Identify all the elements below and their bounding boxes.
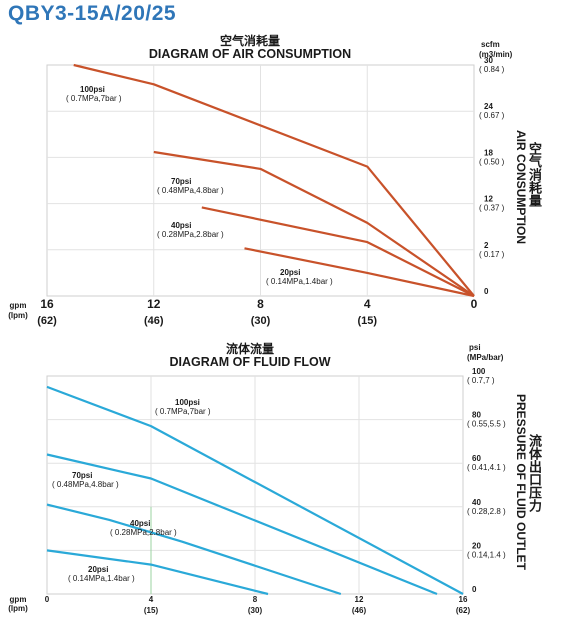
fluid-series-sublabel-70psi: ( 0.48MPa,4.8bar ) bbox=[52, 480, 119, 489]
fluid-yunit-sub: (MPa/bar) bbox=[467, 353, 504, 362]
fluid-ytick-sublabel: ( 0.14,1.4 ) bbox=[467, 550, 506, 559]
air-ytick-sublabel: ( 0.84 ) bbox=[479, 65, 505, 74]
fluid-xtick-label: 16 bbox=[459, 595, 468, 604]
fluid-xtick-sublabel: (30) bbox=[248, 606, 263, 615]
air-series-sublabel-70psi: ( 0.48MPa,4.8bar ) bbox=[157, 186, 224, 195]
fluid-series-label-20psi: 20psi bbox=[88, 565, 108, 574]
fluid-ytick-label: 40 bbox=[472, 498, 481, 507]
air-xunit: gpm bbox=[10, 301, 27, 310]
fluid-series-label-70psi: 70psi bbox=[72, 471, 92, 480]
fluid-ylabel: PRESSURE OF FLUID OUTLET bbox=[514, 394, 528, 571]
air-ytick-label: 2 bbox=[484, 241, 489, 250]
fluid-series-sublabel-20psi: ( 0.14MPa,1.4bar ) bbox=[68, 574, 135, 583]
air-series-line-20psi bbox=[244, 247, 475, 298]
fluid-chart-title-zh: 流体流量 bbox=[225, 342, 274, 356]
air-xtick-label: 12 bbox=[147, 297, 161, 311]
fluid-xunit-sub: (lpm) bbox=[8, 604, 28, 613]
air-xunit-sub: (lpm) bbox=[8, 311, 28, 320]
air-yunit-sub: (m3/min) bbox=[479, 50, 513, 59]
air-series-label-100psi: 100psi bbox=[80, 85, 105, 94]
fluid-yunit: psi bbox=[469, 343, 481, 352]
air-series-label-40psi: 40psi bbox=[171, 221, 191, 230]
air-series-line-70psi bbox=[153, 150, 475, 297]
fluid-series-label-40psi: 40psi bbox=[130, 519, 150, 528]
fluid-series-line-70psi bbox=[46, 453, 438, 596]
fluid-series-line-20psi bbox=[46, 549, 269, 596]
air-xtick-label: 0 bbox=[471, 297, 478, 311]
fluid-xtick-sublabel: (46) bbox=[352, 606, 367, 615]
model-title: QBY3-15A/20/25 bbox=[8, 2, 177, 25]
fluid-series-sublabel-40psi: ( 0.28MPa,2.8bar ) bbox=[110, 528, 177, 537]
air-ytick-label: 18 bbox=[484, 148, 493, 157]
air-xtick-label: 8 bbox=[257, 297, 264, 311]
air-series-sublabel-40psi: ( 0.28MPa,2.8bar ) bbox=[157, 230, 224, 239]
fluid-ytick-label: 60 bbox=[472, 454, 481, 463]
fluid-xtick-label: 0 bbox=[45, 595, 50, 604]
fluid-ytick-sublabel: ( 0.41,4.1 ) bbox=[467, 463, 506, 472]
air-xtick-label: 4 bbox=[364, 297, 371, 311]
air-ytick-label: 30 bbox=[484, 56, 493, 65]
air-series-sublabel-100psi: ( 0.7MPa,7bar ) bbox=[66, 94, 122, 103]
fluid-xtick-label: 8 bbox=[253, 595, 258, 604]
fluid-ytick-sublabel: ( 0.28,2.8 ) bbox=[467, 507, 506, 516]
air-xtick-label: 16 bbox=[40, 297, 54, 311]
air-ytick-sublabel: ( 0.67 ) bbox=[479, 111, 505, 120]
fluid-xunit: gpm bbox=[10, 595, 27, 604]
air-chart-title-zh: 空气消耗量 bbox=[219, 34, 280, 48]
fluid-chart-title: 流体流量 DIAGRAM OF FLUID FLOW bbox=[140, 343, 360, 369]
fluid-xtick-sublabel: (15) bbox=[144, 606, 159, 615]
fluid-ytick-label: 100 bbox=[472, 367, 486, 376]
air-ylabel-zh: 空气消耗量 bbox=[527, 142, 542, 207]
air-ytick-label: 24 bbox=[484, 102, 493, 111]
fluid-xtick-label: 12 bbox=[355, 595, 364, 604]
air-ytick-sublabel: ( 0.17 ) bbox=[479, 250, 505, 259]
fluid-xtick-label: 4 bbox=[149, 595, 154, 604]
fluid-ytick-label: 0 bbox=[472, 585, 477, 594]
fluid-xtick-sublabel: (62) bbox=[456, 606, 471, 615]
fluid-ytick-label: 20 bbox=[472, 541, 481, 550]
air-series-label-70psi: 70psi bbox=[171, 177, 191, 186]
air-ylabel: AIR CONSUMPTION bbox=[514, 130, 528, 244]
air-series-line-40psi bbox=[201, 206, 475, 297]
fluid-ytick-sublabel: ( 0.7,7 ) bbox=[467, 376, 495, 385]
fluid-series-line-100psi bbox=[46, 385, 464, 595]
fluid-ytick-label: 80 bbox=[472, 411, 481, 420]
fluid-series-sublabel-100psi: ( 0.7MPa,7bar ) bbox=[155, 407, 211, 416]
air-ytick-sublabel: ( 0.50 ) bbox=[479, 157, 505, 166]
air-series-line-100psi bbox=[73, 63, 475, 297]
air-ytick-label: 0 bbox=[484, 287, 489, 296]
air-xtick-sublabel: (46) bbox=[144, 315, 164, 327]
air-chart-title-en: DIAGRAM OF AIR CONSUMPTION bbox=[148, 47, 352, 61]
fluid-series-line-40psi bbox=[46, 503, 342, 596]
air-series-sublabel-20psi: ( 0.14MPa,1.4bar ) bbox=[266, 277, 333, 286]
air-ytick-sublabel: ( 0.37 ) bbox=[479, 204, 505, 213]
air-xtick-sublabel: (30) bbox=[251, 315, 271, 327]
air-xtick-sublabel: (15) bbox=[357, 315, 377, 327]
air-ytick-label: 12 bbox=[484, 195, 493, 204]
air-series-label-20psi: 20psi bbox=[280, 268, 300, 277]
air-chart-title: 空气消耗量 DIAGRAM OF AIR CONSUMPTION bbox=[130, 35, 370, 61]
fluid-ytick-sublabel: ( 0.55,5.5 ) bbox=[467, 420, 506, 429]
fluid-chart-title-en: DIAGRAM OF FLUID FLOW bbox=[169, 355, 331, 369]
fluid-ylabel-zh: 流体出口压力 bbox=[527, 434, 542, 512]
air-yunit: scfm bbox=[481, 40, 500, 49]
fluid-series-label-100psi: 100psi bbox=[175, 398, 200, 407]
air-xtick-sublabel: (62) bbox=[37, 315, 57, 327]
